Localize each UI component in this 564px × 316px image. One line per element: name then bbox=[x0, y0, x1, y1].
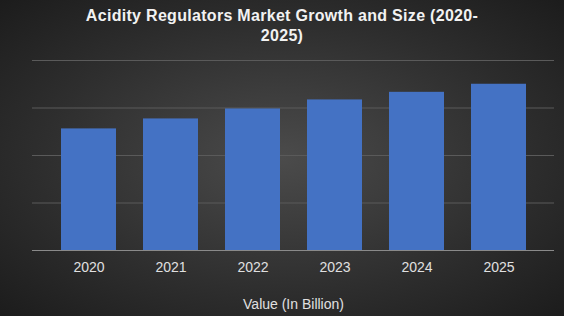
svg-text:2025: 2025 bbox=[483, 259, 514, 275]
svg-text:2020: 2020 bbox=[73, 259, 104, 275]
html-text:Acidity Regulators Market Grow: Acidity Regulators Market Growth and Siz… bbox=[85, 7, 479, 44]
svg-text:Value (In Billion): Value (In Billion) bbox=[243, 296, 344, 312]
svg-text:2022: 2022 bbox=[237, 259, 268, 275]
svg-text:2024: 2024 bbox=[401, 259, 432, 275]
svg-text:2023: 2023 bbox=[319, 259, 350, 275]
svg-text:2021: 2021 bbox=[155, 259, 186, 275]
